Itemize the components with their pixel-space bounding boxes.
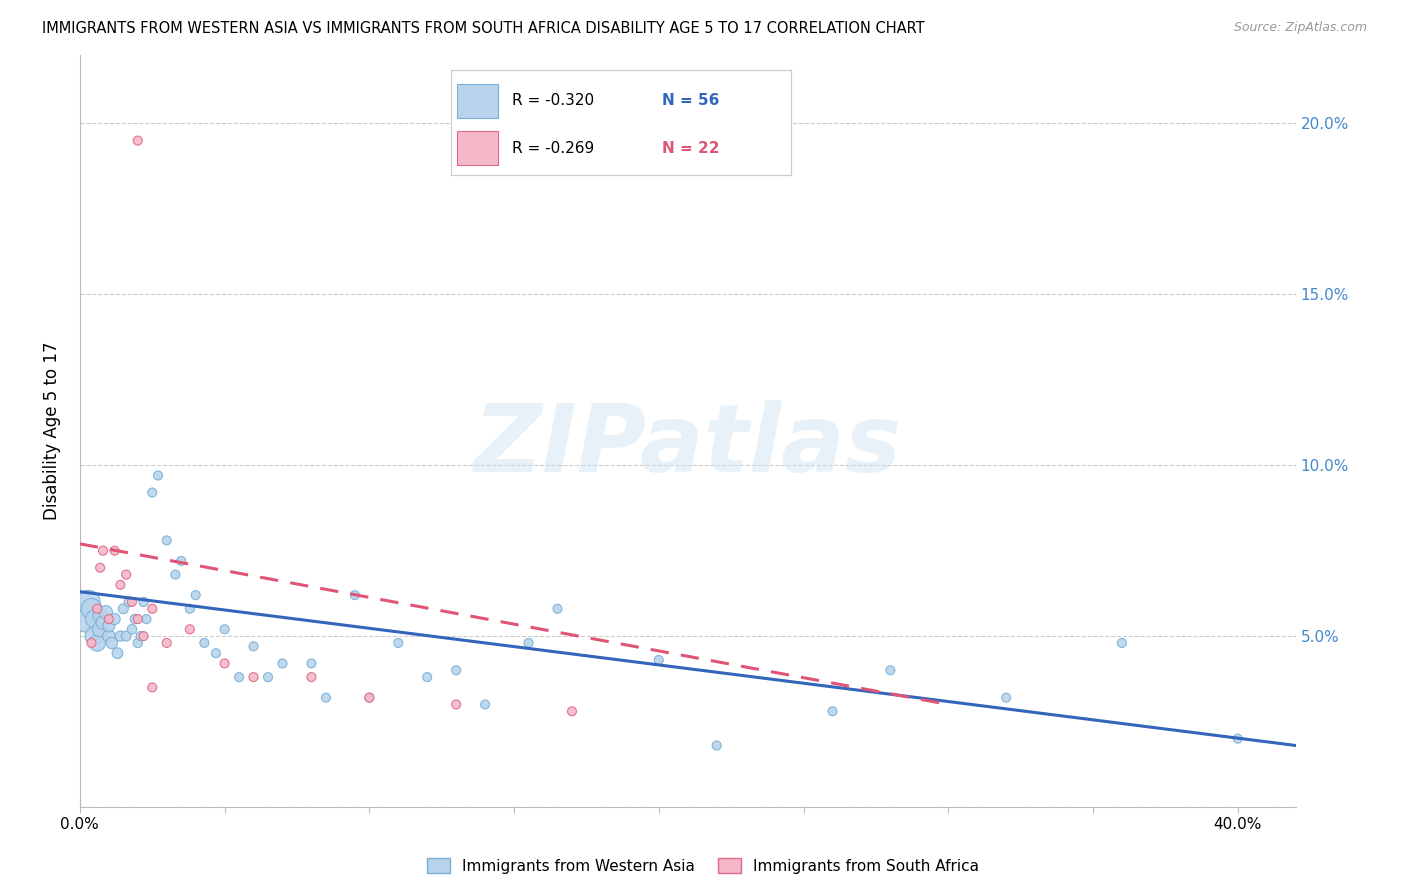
- Point: [104, 543, 127, 558]
- Legend: Immigrants from Western Asia, Immigrants from South Africa: Immigrants from Western Asia, Immigrants…: [420, 852, 986, 880]
- Point: [706, 739, 728, 753]
- Point: [517, 636, 540, 650]
- Point: [83, 612, 105, 626]
- Point: [179, 622, 201, 636]
- Point: [112, 601, 135, 615]
- Point: [127, 134, 149, 148]
- Point: [156, 533, 179, 548]
- Point: [561, 704, 583, 718]
- Point: [179, 601, 201, 615]
- Point: [879, 663, 901, 677]
- Point: [242, 640, 264, 654]
- Point: [107, 646, 129, 660]
- Point: [141, 485, 163, 500]
- Point: [242, 670, 264, 684]
- Point: [83, 629, 105, 643]
- Text: Source: ZipAtlas.com: Source: ZipAtlas.com: [1233, 21, 1367, 34]
- Point: [648, 653, 671, 667]
- Point: [94, 605, 117, 619]
- Point: [301, 670, 323, 684]
- Point: [127, 612, 149, 626]
- Point: [444, 663, 467, 677]
- Text: IMMIGRANTS FROM WESTERN ASIA VS IMMIGRANTS FROM SOUTH AFRICA DISABILITY AGE 5 TO: IMMIGRANTS FROM WESTERN ASIA VS IMMIGRAN…: [42, 21, 925, 36]
- Point: [97, 612, 120, 626]
- Point: [91, 543, 114, 558]
- Point: [121, 595, 143, 609]
- Point: [1111, 636, 1133, 650]
- Point: [359, 690, 381, 705]
- Point: [257, 670, 280, 684]
- Point: [359, 690, 381, 705]
- Point: [214, 622, 236, 636]
- Point: [141, 681, 163, 695]
- Point: [89, 608, 111, 623]
- Point: [1226, 731, 1249, 746]
- Point: [86, 601, 108, 615]
- Point: [165, 567, 187, 582]
- Point: [77, 595, 100, 609]
- Point: [416, 670, 439, 684]
- Point: [146, 468, 169, 483]
- Point: [80, 636, 103, 650]
- Point: [228, 670, 250, 684]
- Point: [193, 636, 215, 650]
- Point: [995, 690, 1018, 705]
- Point: [301, 657, 323, 671]
- Point: [110, 629, 132, 643]
- Point: [214, 657, 236, 671]
- Point: [97, 619, 120, 633]
- Point: [129, 629, 152, 643]
- Y-axis label: Disability Age 5 to 17: Disability Age 5 to 17: [44, 342, 60, 520]
- Point: [343, 588, 366, 602]
- Point: [104, 612, 127, 626]
- Point: [821, 704, 844, 718]
- Point: [89, 622, 111, 636]
- Point: [86, 636, 108, 650]
- Point: [127, 636, 149, 650]
- Point: [141, 601, 163, 615]
- Point: [89, 561, 111, 575]
- Point: [132, 595, 155, 609]
- Point: [387, 636, 409, 650]
- Point: [115, 629, 138, 643]
- Point: [474, 698, 496, 712]
- Point: [184, 588, 207, 602]
- Point: [80, 601, 103, 615]
- Point: [110, 578, 132, 592]
- Point: [135, 612, 157, 626]
- Text: ZIPatlas: ZIPatlas: [474, 401, 901, 492]
- Point: [97, 629, 120, 643]
- Point: [546, 601, 568, 615]
- Point: [118, 595, 141, 609]
- Point: [124, 612, 146, 626]
- Point: [75, 612, 97, 626]
- Point: [156, 636, 179, 650]
- Point: [115, 567, 138, 582]
- Point: [91, 615, 114, 630]
- Point: [315, 690, 337, 705]
- Point: [271, 657, 294, 671]
- Point: [100, 636, 122, 650]
- Point: [205, 646, 228, 660]
- Point: [132, 629, 155, 643]
- Point: [444, 698, 467, 712]
- Point: [121, 622, 143, 636]
- Point: [170, 554, 193, 568]
